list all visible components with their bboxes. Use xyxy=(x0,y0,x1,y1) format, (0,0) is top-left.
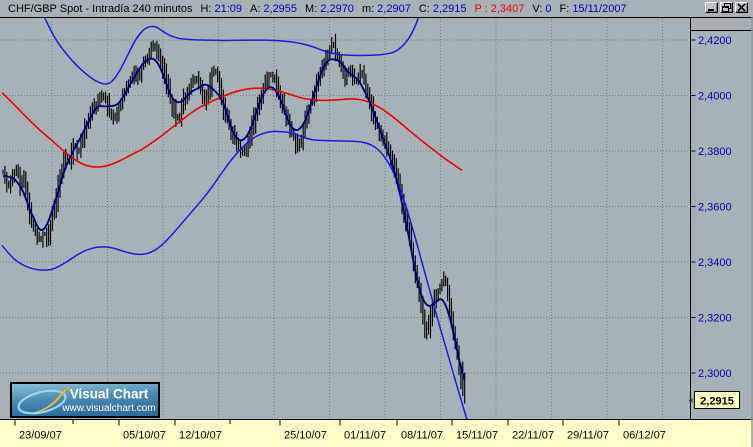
price-tick-label: 2,4200 xyxy=(698,35,732,47)
quote-field-label: P : xyxy=(474,2,488,15)
date-tick-label: 23/09/07 xyxy=(19,430,62,442)
slow-ma-line xyxy=(1,87,463,172)
date-tick-label: 05/10/07 xyxy=(123,430,166,442)
quote-field: m: 2,2907 xyxy=(362,3,411,15)
quote-field: P :2,3407 xyxy=(474,3,524,15)
quote-field-label: m: xyxy=(361,2,375,15)
quote-field-label: M: xyxy=(305,2,318,15)
minimize-icon xyxy=(708,9,714,11)
price-series xyxy=(1,18,468,420)
logo-url: www.visualchart.com xyxy=(61,403,155,414)
last-price-value: 2,2915 xyxy=(700,396,734,408)
price-tick-label: 2,3000 xyxy=(698,368,732,380)
visual-chart-watermark[interactable]: Visual Chart www.visualchart.com xyxy=(10,382,160,418)
restore-button[interactable] xyxy=(720,2,733,13)
logo-swoosh-icon xyxy=(19,386,71,414)
price-tick-label: 2,4000 xyxy=(698,91,732,103)
logo-title: Visual Chart xyxy=(70,387,149,402)
date-tick-label: 01/11/07 xyxy=(344,430,386,442)
quote-field-value: 2,2915 xyxy=(432,2,467,15)
quote-field: H: 21:09 xyxy=(200,3,242,15)
quote-field: A: 2,2955 xyxy=(250,3,297,15)
logo-background xyxy=(12,384,158,416)
bollinger-lower-line xyxy=(1,130,468,420)
fast-ma-line xyxy=(2,57,466,380)
minimize-button[interactable] xyxy=(705,2,718,13)
last-price-arrow-icon: « xyxy=(688,396,694,406)
date-tick-label: 29/11/07 xyxy=(567,430,609,442)
quote-field: F: 15/11/2007 xyxy=(560,3,627,15)
window-buttons xyxy=(705,2,748,13)
date-tick-label: 12/10/07 xyxy=(179,430,222,442)
quote-field-value: 0 xyxy=(545,2,552,15)
date-strip xyxy=(0,420,753,447)
price-tick-label: 2,3200 xyxy=(698,313,732,325)
quote-field-label: V: xyxy=(532,2,543,15)
date-axis: 23/09/07 05/10/07 12/10/07 25/10/07 01/11/07… xyxy=(14,420,666,442)
quote-field-value: 21:09 xyxy=(214,2,242,15)
quote-field-value: 2,2955 xyxy=(263,2,298,15)
quote-field-value: 15/11/2007 xyxy=(572,2,627,15)
title-bar: CHF/GBP Spot - Intradía 240 minutos H: 21… xyxy=(0,0,753,17)
close-icon xyxy=(737,3,746,12)
price-tick-label: 2,3400 xyxy=(698,257,732,269)
instrument-title: CHF/GBP Spot - Intradía 240 minutos xyxy=(8,2,193,15)
date-tick-label: 08/11/07 xyxy=(401,430,443,442)
quote-field: M: 2,2970 xyxy=(305,3,354,15)
restore-icon xyxy=(722,3,731,12)
bollinger-upper-line xyxy=(43,18,420,85)
date-tick-label: 25/10/07 xyxy=(284,430,327,442)
price-axis: 2,4200 2,4000 2,3800 2,3600 2,3400 2,3200 2,30… xyxy=(690,35,732,380)
price-tick-label: 2,3600 xyxy=(698,202,732,214)
date-tick-label: 15/11/07 xyxy=(456,430,498,442)
logo-ellipse-icon xyxy=(17,389,67,415)
quote-field-value: 2,3407 xyxy=(490,2,525,15)
close-button[interactable] xyxy=(735,2,748,13)
quote-field-value: 2,2970 xyxy=(320,2,354,15)
quote-field-value: 2,2907 xyxy=(377,2,411,15)
quote-field: V: 0 xyxy=(532,3,551,15)
quote-field: C: 2,2915 xyxy=(419,3,467,15)
last-price-box-frame xyxy=(694,391,740,409)
last-price-box: « 2,2915 xyxy=(688,391,740,409)
quote-field-label: A: xyxy=(249,2,261,15)
quote-field-label: H: xyxy=(200,2,212,15)
date-tick-label: 06/12/07 xyxy=(623,430,666,442)
quote-fields: H: 21:09 A: 2,2955 M: 2,2970 m: 2,2907 C: 2,2915 P… xyxy=(192,3,626,15)
quote-field-label: F: xyxy=(559,2,570,15)
gridlines xyxy=(0,18,690,420)
date-tick-label: 22/11/07 xyxy=(512,430,554,442)
price-tick-label: 2,3800 xyxy=(698,146,732,158)
quote-field-label: C: xyxy=(418,2,430,15)
